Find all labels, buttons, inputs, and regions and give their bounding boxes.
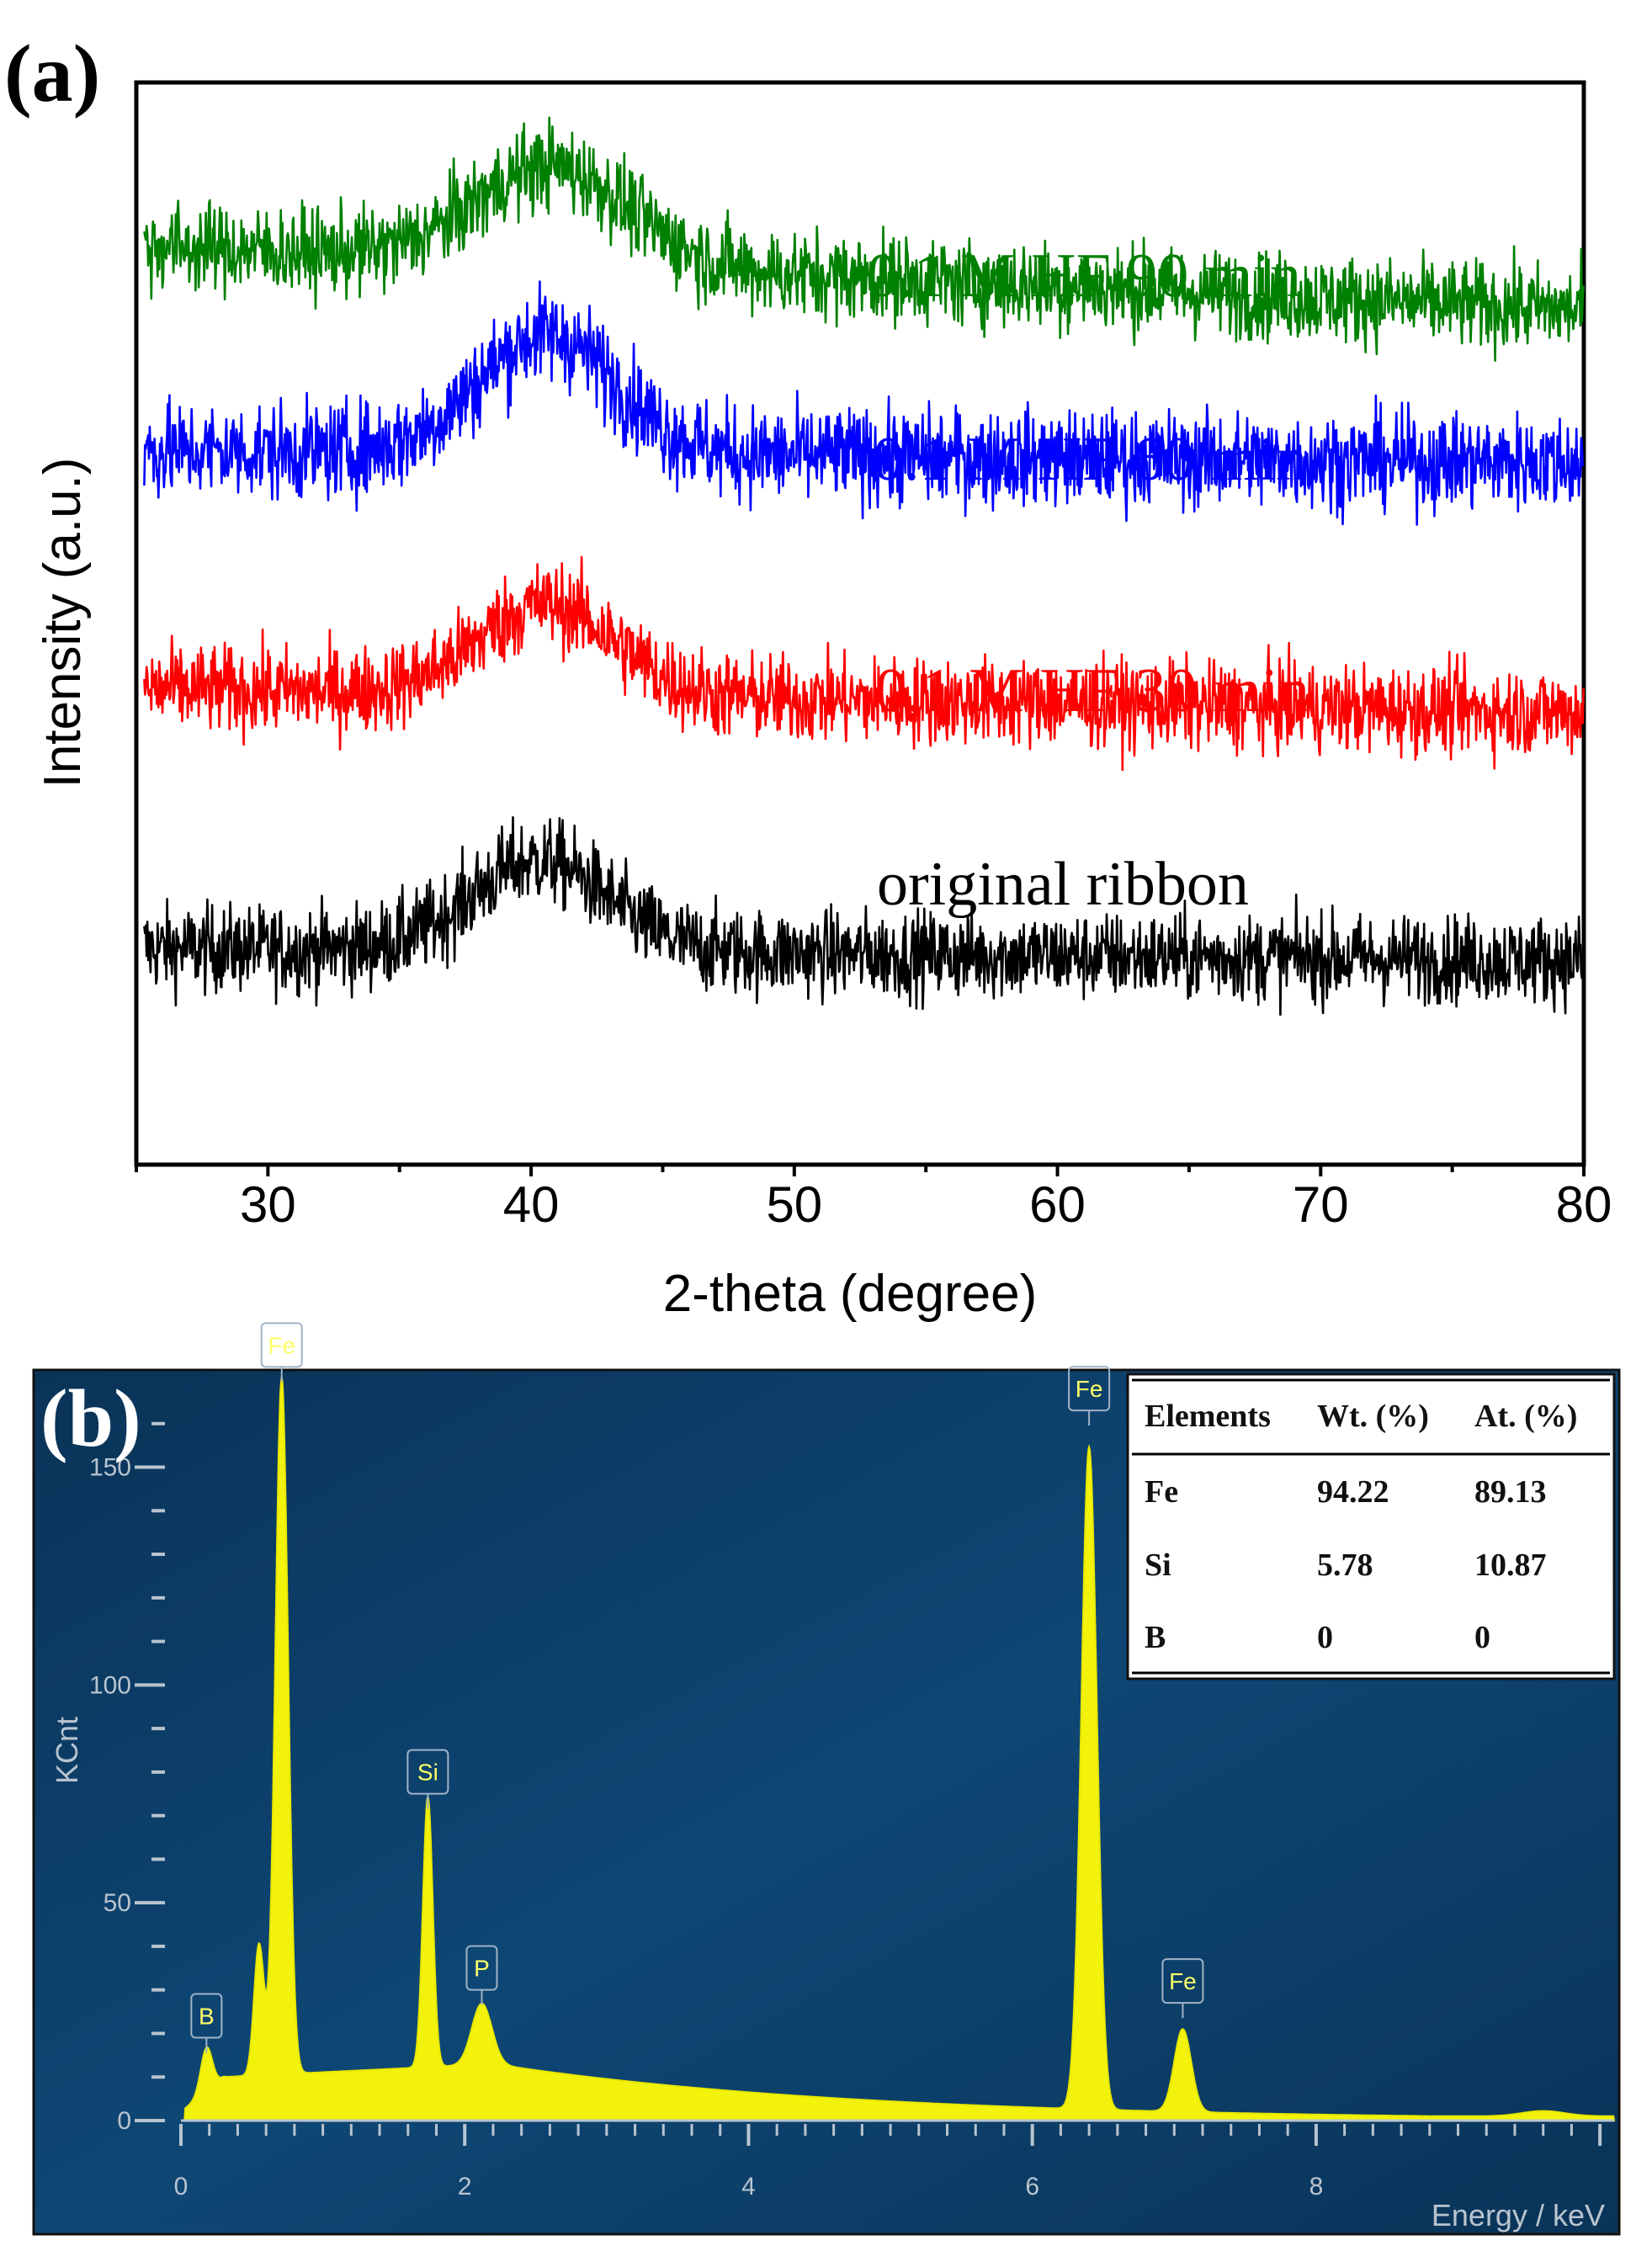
table-cell: 94.22: [1317, 1474, 1389, 1510]
panel-b-y-tick-label: 50: [104, 1889, 131, 1917]
panel-b-x-tick-label: 6: [1025, 2173, 1039, 2201]
eds-spectrum-area: [181, 1377, 1616, 2121]
table-cell: 10.87: [1474, 1548, 1547, 1583]
panel-b-x-tick-label: 2: [458, 2173, 472, 2201]
series-label-hf-60: 0.1 M HF 60 min: [873, 425, 1307, 494]
table-cell: 0: [1474, 1620, 1490, 1655]
peak-tag-si: Si: [406, 1749, 449, 1809]
panel-a-xrd-chart: (a) 30 40 50 60 70 80 2-theta (degree) Intens…: [4, 29, 1612, 1323]
x-tick-label: 80: [1556, 1176, 1612, 1233]
peak-tag-p: P: [465, 1945, 498, 2005]
peak-tag-label: Fe: [268, 1332, 295, 1358]
panel-a-label: (a): [4, 29, 100, 119]
panel-a-x-ticks: 30 40 50 60 70 80: [135, 1165, 1612, 1233]
table-header-elements: Elements: [1145, 1399, 1271, 1434]
panel-b-x-tick-label: 4: [741, 2173, 756, 2201]
series-label-hf-30: 0.1 M HF 30 min: [875, 656, 1309, 725]
table-cell: Si: [1145, 1548, 1171, 1583]
x-tick-label: 70: [1293, 1176, 1349, 1233]
panel-b-x-tick-label: 8: [1309, 2173, 1324, 2201]
series-label-hf-90: 0.1 M HF 90 min: [867, 242, 1301, 311]
xrd-series-line: [143, 555, 1585, 772]
xrd-series-line: [143, 116, 1585, 362]
composition-table-box: [1126, 1372, 1616, 1680]
panel-b-axes: 0 2 4 6 8 0 50 100 150: [89, 1421, 1614, 2201]
table-cell: 89.13: [1474, 1474, 1547, 1510]
series-label-original-ribbon: original ribbon: [877, 850, 1249, 919]
peak-tag-label: P: [474, 1956, 490, 1982]
peak-tag-label: B: [199, 2004, 215, 2030]
panel-b-y-tick-label: 100: [89, 1671, 131, 1699]
table-header-at: At. (%): [1474, 1399, 1577, 1434]
panel-b-x-tick-label: 0: [174, 2173, 189, 2201]
table-cell: B: [1145, 1620, 1166, 1655]
panel-b-label: (b): [40, 1373, 141, 1464]
table-cell: 0: [1317, 1620, 1333, 1655]
panel-b-y-tick-label: 0: [117, 2107, 131, 2135]
peak-tag-label: Fe: [1076, 1376, 1103, 1402]
panel-a-y-axis-title: Intensity (a.u.): [34, 458, 92, 788]
xrd-series-line: [143, 816, 1585, 1016]
x-tick-label: 50: [766, 1176, 822, 1233]
panel-b-x-axis-title: Energy / keV: [1432, 2198, 1605, 2232]
x-tick-label: 30: [240, 1176, 296, 1233]
panel-b-peak-tags: B Fe Si P Fe Fe: [190, 1322, 1204, 2053]
table-cell: Fe: [1145, 1474, 1178, 1510]
peak-tag-fe: Fe: [1068, 1366, 1111, 1426]
panel-a-series-group: [143, 116, 1585, 1016]
table-cell: 5.78: [1317, 1548, 1373, 1583]
panel-b-y-tick-label: 150: [89, 1454, 131, 1482]
x-tick-label: 60: [1029, 1176, 1086, 1233]
table-header-wt: Wt. (%): [1317, 1399, 1429, 1434]
panel-b-y-axis-title: KCnt: [50, 1717, 84, 1784]
panel-b-eds-spectrum: 0 2 4 6 8 0 50 100 150 B Fe Si P Fe Fe (b) KCnt Energ…: [32, 1322, 1621, 2236]
xrd-series-line: [143, 280, 1585, 526]
x-tick-label: 40: [503, 1176, 560, 1233]
panel-a-x-axis-title: 2-theta (degree): [663, 1265, 1038, 1323]
peak-tag-fe: Fe: [260, 1322, 303, 1383]
peak-tag-fe: Fe: [1161, 1958, 1204, 2019]
peak-tag-label: Si: [417, 1760, 438, 1786]
peak-tag-b: B: [190, 1993, 223, 2053]
peak-tag-label: Fe: [1169, 1968, 1197, 1994]
panel-a-plot-frame: [134, 80, 1586, 1167]
composition-table: Elements Wt. (%) At. (%) Fe 94.22 89.13 …: [1126, 1372, 1616, 1680]
